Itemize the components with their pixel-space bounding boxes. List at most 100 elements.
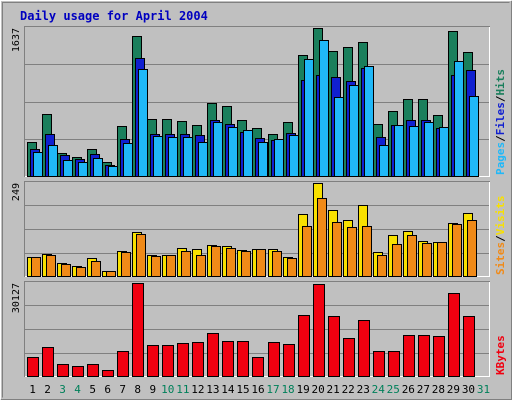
bar-sites-day-20 [317,198,327,277]
label-separator: / [494,95,507,102]
bar-pages-day-11 [183,137,193,177]
bar-kbytes-day-29 [448,293,460,377]
bar-kbytes-day-4 [72,366,84,377]
x-tick-label-day-1: 1 [29,383,36,396]
bar-pages-day-21 [334,97,344,177]
bar-kbytes-day-27 [418,335,430,377]
series-label-kbytes: KBytes [494,335,507,375]
x-tick-label-day-28: 28 [432,383,445,396]
x-tick-label-day-18: 18 [281,383,294,396]
bar-kbytes-day-7 [117,351,129,377]
bar-pages-day-30 [469,96,479,177]
x-tick-label-day-22: 22 [342,383,355,396]
series-axis-label: Sites/Visits [494,196,507,276]
bar-pages-day-27 [424,122,434,177]
x-axis-day-labels: 1 2 3 4 5 6 7 8 9 10 11 12 13 14 15 16 17 18 19 20 21 22 23 24 2… [29,383,490,396]
bar-sites-day-2 [46,255,56,277]
bar-pages-day-10 [168,137,178,177]
bar-pages-day-29 [454,61,464,177]
x-tick-label-day-27: 27 [417,383,430,396]
bar-kbytes-day-23 [358,320,370,377]
series-label-files: Files [494,102,507,135]
bar-pages-day-20 [319,40,329,177]
bar-kbytes-day-25 [388,351,400,377]
bar-sites-day-29 [452,224,462,277]
bar-kbytes-day-1 [27,357,39,377]
bar-kbytes-day-14 [222,341,234,377]
x-tick-label-day-29: 29 [447,383,460,396]
x-tick-label-day-20: 20 [312,383,325,396]
x-tick-label-day-3: 3 [59,383,66,396]
bar-pages-day-1 [33,152,43,177]
y-max-label: 249 [11,183,22,201]
bar-pages-day-23 [364,66,374,177]
bar-kbytes-day-19 [298,315,310,377]
bar-pages-day-9 [153,136,163,177]
series-label-pages: Pages [494,142,507,175]
bar-pages-day-28 [439,127,449,177]
bar-pages-day-6 [108,166,118,177]
bar-sites-day-10 [166,255,176,277]
bar-kbytes-day-22 [343,338,355,377]
chart-title: Daily usage for April 2004 [20,9,208,23]
y-max-label: 30127 [11,283,22,313]
panel-border-dark [24,281,490,377]
label-separator: / [494,135,507,142]
x-tick-label-day-31: 31 [477,383,490,396]
bar-kbytes-day-28 [433,336,445,377]
x-tick-label-day-21: 21 [327,383,340,396]
bar-kbytes-day-20 [313,284,325,377]
bar-pages-day-15 [243,130,253,177]
bar-kbytes-day-12 [192,342,204,377]
bar-kbytes-day-18 [283,344,295,377]
bar-pages-day-8 [138,69,148,177]
bar-pages-day-5 [93,158,103,177]
series-label-visits: Visits [494,196,507,236]
bar-pages-day-3 [63,160,73,177]
x-tick-label-day-10: 10 [161,383,174,396]
chart-panels: 1637Pages/Files/Hits249Sites/Visits30127… [11,26,507,377]
bar-pages-day-25 [394,125,404,177]
bar-kbytes-day-24 [373,351,385,377]
bar-sites-day-27 [422,243,432,277]
bar-sites-day-8 [136,234,146,277]
bar-sites-day-21 [332,222,342,277]
x-tick-label-day-6: 6 [104,383,111,396]
series-axis-label: KBytes [494,335,507,375]
bar-sites-day-25 [392,244,402,277]
bar-sites-day-22 [347,227,357,277]
bar-kbytes-day-11 [177,343,189,377]
bar-sites-day-4 [76,267,86,277]
bar-sites-day-6 [106,271,116,277]
bar-kbytes-day-5 [87,364,99,377]
label-separator: / [494,235,507,242]
x-tick-label-day-13: 13 [206,383,219,396]
panel-border-dark [24,181,490,277]
bar-sites-day-15 [241,251,251,277]
panel-border-dark [24,26,490,177]
x-tick-label-day-24: 24 [372,383,386,396]
x-tick-label-day-11: 11 [176,383,189,396]
bar-sites-day-7 [121,252,131,277]
bar-pages-day-22 [349,85,359,177]
bar-kbytes-day-30 [463,316,475,377]
panel-kbytes: 30127 KBytes [11,281,507,377]
bar-kbytes-day-13 [207,333,219,377]
bar-pages-day-18 [289,135,299,177]
x-tick-label-day-15: 15 [236,383,249,396]
x-tick-label-day-23: 23 [357,383,370,396]
x-tick-label-day-19: 19 [296,383,309,396]
bar-pages-day-17 [274,139,284,177]
x-tick-label-day-5: 5 [89,383,96,396]
x-tick-label-day-7: 7 [119,383,126,396]
y-max-label: 1637 [11,28,22,52]
x-tick-label-day-2: 2 [44,383,51,396]
bar-sites-day-14 [226,248,236,277]
bar-sites-day-12 [196,255,206,277]
bar-pages-day-4 [78,162,88,177]
bar-pages-day-12 [198,142,208,177]
bar-kbytes-day-8 [132,283,144,377]
x-tick-label-day-16: 16 [251,383,264,396]
bar-sites-day-24 [377,255,387,277]
